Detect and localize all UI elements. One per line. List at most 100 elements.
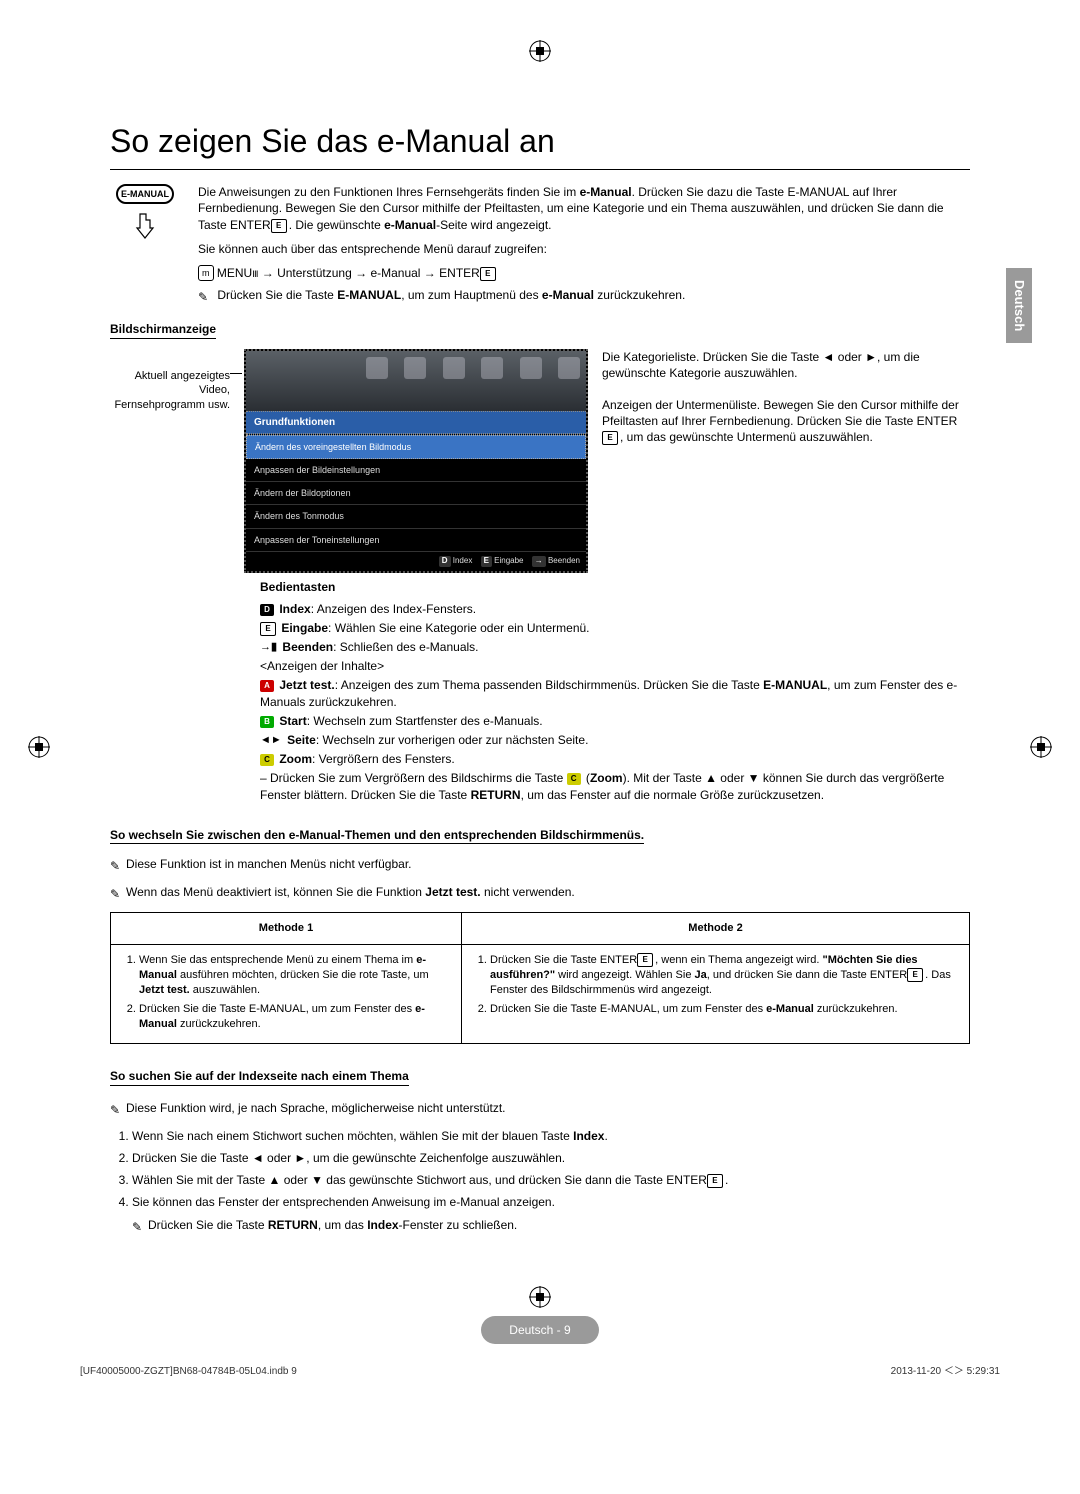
list-item: Sie können das Fenster der entsprechende… <box>132 1194 970 1234</box>
crop-mark-icon <box>529 1286 551 1308</box>
note-icon: ✎ <box>110 858 126 874</box>
hand-pointer-icon <box>130 208 160 242</box>
enter-icon: E <box>707 1174 723 1188</box>
menu-path: m MENUⅢ → Unterstützung → e-Manual → ENT… <box>198 265 970 281</box>
key-badge: D <box>439 556 451 567</box>
section-label-display: Bildschirmanzeige <box>110 321 216 338</box>
intro-section: E-MANUAL Die Anweisungen zu den Funktion… <box>110 184 970 315</box>
enter-icon: E <box>260 622 276 636</box>
page-number-badge: Deutsch - 9 <box>481 1316 598 1344</box>
category-header: Grundfunktionen <box>246 411 586 435</box>
key-line-zoom: C Zoom: Vergrößern des Fensters. <box>260 751 970 767</box>
key-badge: → <box>532 556 546 567</box>
note-1: ✎Diese Funktion ist in manchen Menüs nic… <box>110 856 970 874</box>
submenu-list: Ändern des voreingestellten Bildmodus An… <box>246 434 586 552</box>
note-icon: ✎ <box>198 289 214 305</box>
note-icon: ✎ <box>110 886 126 902</box>
list-item: Drücken Sie die Taste E-MANUAL, um zum F… <box>490 1002 959 1017</box>
list-item: Drücken Sie die Taste ENTERE, wenn ein T… <box>490 953 959 998</box>
category-icon <box>366 357 388 379</box>
print-meta: [UF40005000-ZGZT]BN68-04784B-05L04.indb … <box>80 1365 1000 1379</box>
table-header-method1: Methode 1 <box>111 913 462 945</box>
menu-button-icon: m <box>198 265 214 281</box>
key-badge-d: D <box>260 604 274 616</box>
caption-submenu: Anzeigen der Untermenüliste. Bewegen Sie… <box>602 397 970 446</box>
page-footer: Deutsch - 9 <box>0 1316 1080 1344</box>
screenshot-row: Aktuell angezeigtes Video, Fernsehprogra… <box>110 349 970 573</box>
print-meta-right: 2013-11-20 ＜＞ 5:29:31 <box>891 1365 1000 1379</box>
tv-screenshot: Grundfunktionen Ändern des voreingestell… <box>244 349 588 573</box>
preview-area <box>246 351 586 411</box>
category-icons-row <box>366 357 580 379</box>
list-item: Wenn Sie das entsprechende Menü zu einem… <box>139 953 451 998</box>
page: Deutsch So zeigen Sie das e-Manual an E-… <box>0 0 1080 1494</box>
list-item: Wählen Sie mit der Taste ▲ oder ▼ das ge… <box>132 1172 970 1188</box>
page-title: So zeigen Sie das e-Manual an <box>110 120 970 170</box>
lr-arrows-icon: ◄► <box>260 734 282 746</box>
note-3: ✎Diese Funktion wird, je nach Sprache, m… <box>110 1100 970 1118</box>
list-item: Drücken Sie die Taste ◄ oder ►, um die g… <box>132 1150 970 1166</box>
table-cell-method1: Wenn Sie das entsprechende Menü zu einem… <box>111 945 462 1044</box>
category-icon <box>520 357 542 379</box>
enter-icon: E <box>480 267 496 281</box>
screenshot-footer: D Index E Eingabe → Beenden <box>246 552 586 571</box>
section-header: So wechseln Sie zwischen den e-Manual-Th… <box>110 827 644 844</box>
left-caption: Aktuell angezeigtes Video, Fernsehprogra… <box>110 349 230 414</box>
note-2: ✎Wenn das Menü deaktiviert ist, können S… <box>110 884 970 902</box>
key-line-jetzt-test: A Jetzt test.: Anzeigen des zum Thema pa… <box>260 677 970 709</box>
category-icon <box>404 357 426 379</box>
enter-icon: E <box>602 431 618 445</box>
intro-text: Die Anweisungen zu den Funktionen Ihres … <box>198 184 970 315</box>
methods-table: Methode 1 Methode 2 Wenn Sie das entspre… <box>110 912 970 1044</box>
list-item: Drücken Sie die Taste E-MANUAL, um zum F… <box>139 1002 451 1032</box>
list-item: Ändern der Bildoptionen <box>246 482 586 505</box>
language-tab: Deutsch <box>1006 268 1032 343</box>
key-badge-c: C <box>260 754 274 766</box>
key-line-start: B Start: Wechseln zum Startfenster des e… <box>260 713 970 729</box>
right-caption: Die Kategorieliste. Drücken Sie die Tast… <box>602 349 970 462</box>
enter-icon: E <box>637 953 653 967</box>
table-cell-method2: Drücken Sie die Taste ENTERE, wenn ein T… <box>462 945 970 1044</box>
e-manual-badge: E-MANUAL <box>116 184 174 204</box>
key-line-eingabe: E Eingabe: Wählen Sie eine Kategorie ode… <box>260 620 970 636</box>
exit-icon: →▮ <box>260 641 277 653</box>
category-icon <box>558 357 580 379</box>
key-line-anzeigen: <Anzeigen der Inhalte> <box>260 658 970 674</box>
control-keys-section: Bedientasten D Index: Anzeigen des Index… <box>260 579 970 803</box>
intro-p1: Die Anweisungen zu den Funktionen Ihres … <box>198 184 970 233</box>
list-item: Anpassen der Bildeinstellungen <box>246 459 586 482</box>
key-line-index: D Index: Anzeigen des Index-Fensters. <box>260 601 970 617</box>
list-item: Ändern des Tonmodus <box>246 505 586 528</box>
crop-mark-icon <box>529 40 551 62</box>
key-badge-b: B <box>260 716 274 728</box>
category-icon <box>481 357 503 379</box>
note-4: ✎Drücken Sie die Taste RETURN, um das In… <box>132 1217 970 1235</box>
arrow-icon <box>230 373 242 374</box>
remote-button-illustration: E-MANUAL <box>110 184 180 315</box>
category-icon <box>443 357 465 379</box>
key-line-beenden: →▮ Beenden: Schließen des e-Manuals. <box>260 639 970 655</box>
enter-icon: E <box>907 968 923 982</box>
intro-note: ✎ Drücken Sie die Taste E-MANUAL, um zum… <box>198 287 970 305</box>
steps-list: Wenn Sie nach einem Stichwort suchen möc… <box>110 1128 970 1235</box>
caption-category: Die Kategorieliste. Drücken Sie die Tast… <box>602 349 970 381</box>
section-switch-themes: So wechseln Sie zwischen den e-Manual-Th… <box>110 827 970 1045</box>
section-index-search: So suchen Sie auf der Indexseite nach ei… <box>110 1062 970 1234</box>
note-icon: ✎ <box>132 1219 148 1235</box>
print-meta-left: [UF40005000-ZGZT]BN68-04784B-05L04.indb … <box>80 1365 297 1379</box>
list-item: Anpassen der Toneinstellungen <box>246 529 586 552</box>
note-icon: ✎ <box>110 1102 126 1118</box>
list-item: Wenn Sie nach einem Stichwort suchen möc… <box>132 1128 970 1144</box>
key-line-seite: ◄► Seite: Wechseln zur vorherigen oder z… <box>260 732 970 748</box>
table-header-method2: Methode 2 <box>462 913 970 945</box>
crop-mark-icon <box>1030 736 1052 758</box>
crop-mark-icon <box>28 736 50 758</box>
key-line-zoom-sub: – Drücken Sie zum Vergrößern des Bildsch… <box>260 770 970 802</box>
intro-p2: Sie können auch über das entsprechende M… <box>198 241 970 257</box>
control-keys-header: Bedientasten <box>260 579 970 595</box>
enter-icon: E <box>271 219 287 233</box>
key-badge-a: A <box>260 680 274 692</box>
key-badge-c: C <box>567 773 581 785</box>
section-header: So suchen Sie auf der Indexseite nach ei… <box>110 1068 409 1085</box>
key-badge: E <box>481 556 492 567</box>
